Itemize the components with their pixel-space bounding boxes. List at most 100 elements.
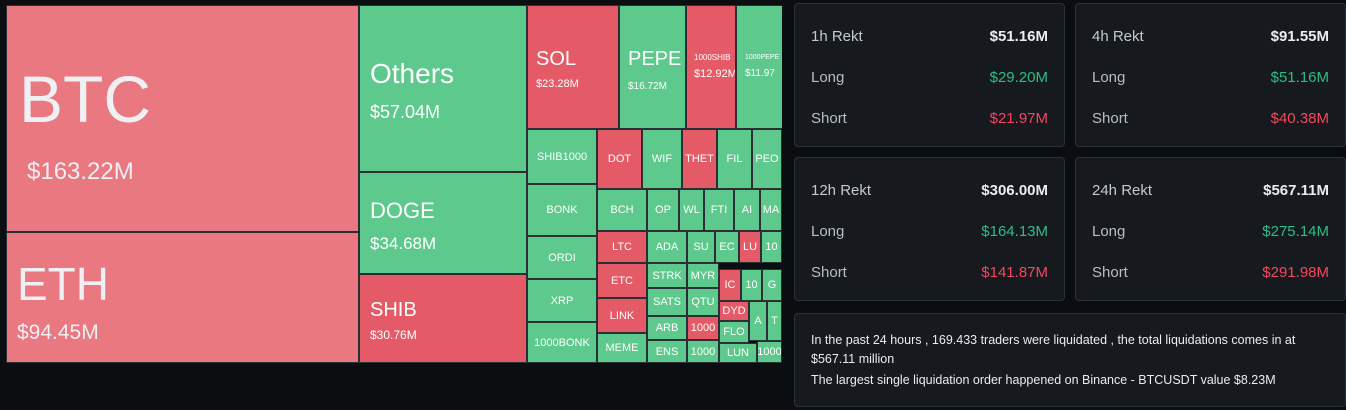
tile-dot[interactable]: DOT	[597, 129, 642, 189]
tile-symbol: ORDI	[548, 251, 576, 264]
tile-value: $30.76M	[370, 328, 417, 342]
summary-text-line1: In the past 24 hours , 169.433 traders w…	[811, 333, 1296, 366]
tile-btc[interactable]: BTC $163.22M	[6, 5, 359, 232]
tile-symbol: SHIB	[370, 299, 417, 321]
tile-value: $23.28M	[536, 78, 579, 90]
tile-op[interactable]: OP	[647, 189, 679, 231]
tile-symbol: MYR	[690, 269, 716, 282]
tile-g[interactable]: G	[762, 269, 782, 301]
tile-1000shib[interactable]: 1000SHIB $12.92M	[686, 5, 736, 129]
tile-dydx[interactable]: DYD	[719, 301, 749, 321]
tile-symbol: SATS	[653, 296, 681, 308]
tile-1000-a[interactable]: 10	[761, 231, 782, 263]
tile-arb[interactable]: ARB	[647, 316, 687, 340]
long-label: Long	[1092, 223, 1126, 240]
tile-link[interactable]: LINK	[597, 298, 647, 333]
tile-1000-c[interactable]: 1000	[687, 316, 719, 340]
panel-total: $306.00M	[981, 182, 1048, 199]
tile-floki[interactable]: FLO	[719, 321, 749, 343]
tile-luna[interactable]: LU	[739, 231, 761, 263]
long-label: Long	[811, 69, 845, 86]
tile-value: $16.72M	[628, 81, 667, 92]
tile-1000-d[interactable]: 1000	[687, 340, 719, 363]
tile-pepe[interactable]: PEPE $16.72M	[619, 5, 686, 129]
panel-header: 4h Rekt $91.55M	[1092, 28, 1329, 48]
short-value: $141.87M	[981, 264, 1048, 281]
tile-1000-b[interactable]: 10	[741, 269, 762, 301]
short-row: Short $141.87M	[811, 264, 1048, 284]
tile-sats[interactable]: SATS	[647, 288, 687, 316]
tile-symbol: STRK	[652, 269, 682, 282]
tile-others[interactable]: Others $57.04M	[359, 5, 527, 172]
tile-theta[interactable]: THET	[682, 129, 717, 189]
tile-icp[interactable]: IC	[719, 269, 741, 301]
tile-value: $94.45M	[17, 321, 99, 344]
tile-1000-e[interactable]: 1000	[757, 341, 782, 363]
tile-ens[interactable]: ENS	[647, 340, 687, 363]
tile-value: $34.68M	[370, 234, 437, 253]
tile-a[interactable]: A	[749, 301, 767, 341]
short-value: $291.98M	[1262, 264, 1329, 281]
tile-doge[interactable]: DOGE $34.68M	[359, 172, 527, 274]
tile-sui[interactable]: SU	[687, 231, 715, 263]
tile-eth[interactable]: ETH $94.45M	[6, 232, 359, 363]
panel-total: $51.16M	[989, 28, 1048, 45]
tile-wif[interactable]: WIF	[642, 129, 682, 189]
panel-header: 12h Rekt $306.00M	[811, 182, 1048, 202]
tile-symbol: SU	[693, 241, 709, 253]
tile-qtum[interactable]: QTU	[687, 288, 719, 316]
tile-value: $12.92M	[694, 68, 736, 80]
tile-symbol: 10	[765, 241, 778, 253]
panel-title: 12h Rekt	[811, 182, 872, 199]
tile-symbol: IC	[724, 279, 736, 291]
tile-symbol: DYD	[722, 305, 746, 317]
tile-ordi[interactable]: ORDI	[527, 236, 597, 279]
tile-myro[interactable]: MYR	[687, 263, 719, 288]
tile-ecx[interactable]: EC	[715, 231, 739, 263]
short-label: Short	[811, 110, 847, 127]
tile-symbol: SOL	[536, 48, 577, 70]
tile-wld[interactable]: WL	[679, 189, 704, 231]
tile-strk[interactable]: STRK	[647, 263, 687, 288]
tile-ai[interactable]: AI	[734, 189, 760, 231]
short-value: $21.97M	[989, 110, 1048, 127]
tile-value: $57.04M	[370, 102, 441, 122]
tile-meme[interactable]: MEME	[597, 333, 647, 363]
tile-ltc[interactable]: LTC	[597, 231, 647, 263]
tile-symbol: FLO	[723, 326, 745, 338]
short-row: Short $21.97M	[811, 110, 1048, 130]
tile-symbol: ENS	[655, 345, 679, 358]
tile-symbol: PEO	[755, 153, 779, 165]
rekt-panel-24h: 24h Rekt $567.11M Long $275.14M Short $2…	[1075, 157, 1346, 301]
tile-etc[interactable]: ETC	[597, 263, 647, 298]
tile-ftm[interactable]: FTI	[704, 189, 734, 231]
tile-symbol: LINK	[609, 309, 635, 322]
tile-mana[interactable]: MA	[760, 189, 782, 231]
tile-symbol: 1000	[690, 322, 716, 334]
tile-t[interactable]: T	[767, 301, 782, 341]
long-row: Long $164.13M	[811, 223, 1048, 243]
tile-lunc[interactable]: LUN	[719, 343, 757, 363]
tile-ada[interactable]: ADA	[647, 231, 687, 263]
tile-symbol: FTI	[710, 204, 728, 216]
tile-symbol: ETH	[17, 258, 109, 310]
tile-1000bonk[interactable]: 1000BONK	[527, 322, 597, 363]
panel-total: $91.55M	[1270, 28, 1329, 45]
tile-symbol: 1000	[690, 345, 716, 358]
panel-total: $567.11M	[1263, 182, 1329, 199]
tile-shib[interactable]: SHIB $30.76M	[359, 274, 527, 363]
tile-symbol: ARB	[655, 322, 679, 334]
tile-bonk[interactable]: BONK	[527, 184, 597, 236]
liquidation-treemap: BTC $163.22M ETH $94.45M Others $57.04M …	[6, 5, 782, 363]
tile-shib1000[interactable]: SHIB1000	[527, 129, 597, 184]
tile-symbol: WIF	[651, 153, 673, 165]
tile-fil[interactable]: FIL	[717, 129, 752, 189]
rekt-panel-4h: 4h Rekt $91.55M Long $51.16M Short $40.3…	[1075, 3, 1346, 147]
tile-people[interactable]: PEO	[752, 129, 782, 189]
tile-symbol: LTC	[612, 241, 632, 253]
long-value: $275.14M	[1262, 223, 1329, 240]
tile-bch[interactable]: BCH	[597, 189, 647, 231]
tile-sol[interactable]: SOL $23.28M	[527, 5, 619, 129]
tile-1000pepe[interactable]: 1000PEPE $11.97	[736, 5, 782, 129]
tile-xrp[interactable]: XRP	[527, 279, 597, 322]
